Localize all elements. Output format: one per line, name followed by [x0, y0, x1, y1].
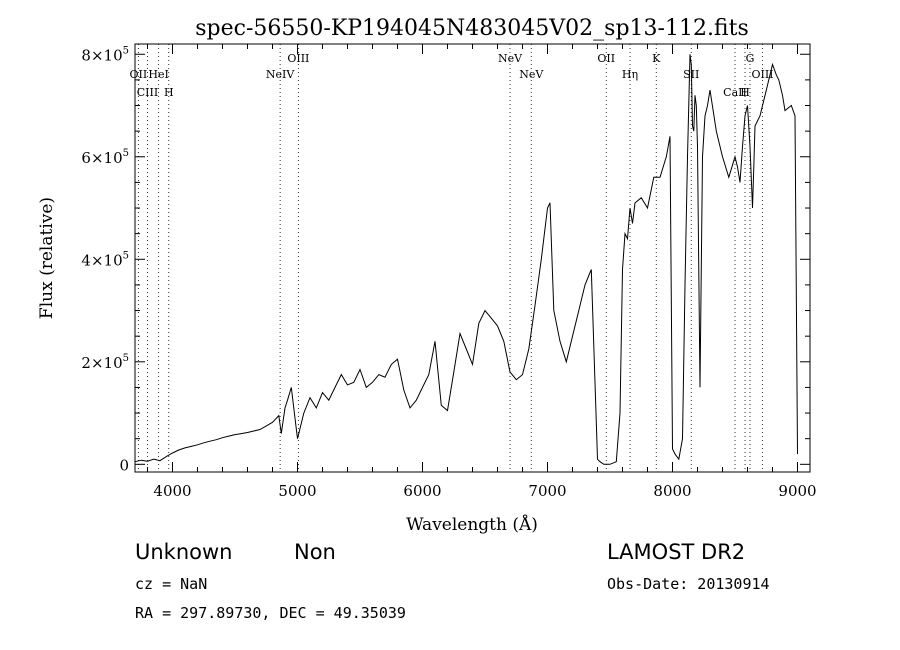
- y-tick-label: 2×105: [81, 353, 129, 372]
- y-tick-label: 4×105: [81, 250, 129, 269]
- spectral-line-label: CaII: [723, 86, 747, 99]
- x-tick-label: 6000: [403, 482, 441, 500]
- x-tick-label: 9000: [778, 482, 816, 500]
- x-axis-label: Wavelength (Å): [406, 514, 538, 535]
- spectral-line-label: OIII: [287, 52, 309, 65]
- spectral-line-label: HeI: [148, 68, 168, 81]
- spectrum-series-line: [134, 54, 798, 465]
- spectral-line-label: NeIV: [266, 68, 295, 81]
- plot-frame: [134, 43, 811, 473]
- object-class: Unknown: [135, 540, 233, 564]
- chart-title: spec-56550-KP194045N483045V02_sp13-112.f…: [195, 16, 749, 41]
- y-tick-label: 6×105: [81, 148, 129, 167]
- spectral-line-label: G: [746, 52, 755, 65]
- x-tick-label: 8000: [653, 482, 691, 500]
- spectral-line-label: K: [652, 52, 661, 65]
- spectral-line-label: NeV: [519, 68, 544, 81]
- ra-dec-coordinates: RA = 297.89730, DEC = 49.35039: [135, 604, 406, 622]
- redshift-cz: cz = NaN: [135, 575, 208, 593]
- x-tick-label: 4000: [153, 482, 191, 500]
- survey-name: LAMOST DR2: [607, 540, 746, 564]
- y-tick-label: 0: [119, 456, 129, 474]
- x-tick-label: 5000: [278, 482, 316, 500]
- spectral-line-label: Hη: [622, 68, 638, 81]
- y-axis-ticks: 0 2×105 4×105 6×105 8×105: [81, 45, 810, 474]
- spectral-line-label: H: [164, 86, 174, 99]
- spectral-line-label: CIII: [137, 86, 158, 99]
- spectral-line-label: OII: [130, 68, 148, 81]
- observation-date: Obs-Date: 20130914: [607, 575, 770, 593]
- x-axis-ticks: 4000 5000 6000 7000 8000 9000: [147, 44, 817, 500]
- x-tick-label: 7000: [528, 482, 566, 500]
- spectral-line-label: H: [740, 86, 750, 99]
- spectral-line-label: OII: [597, 52, 615, 65]
- y-axis-label: Flux (relative): [37, 197, 57, 319]
- spectral-line-label: OIII: [751, 68, 773, 81]
- object-subclass: Non: [294, 540, 336, 564]
- spectral-line-label: NeV: [498, 52, 523, 65]
- y-tick-label: 8×105: [81, 45, 129, 64]
